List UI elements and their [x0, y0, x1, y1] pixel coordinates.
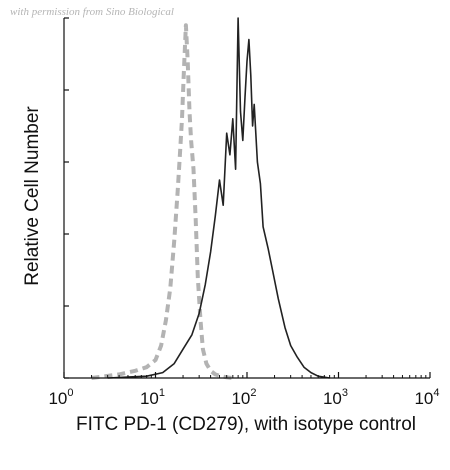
plot-area [91, 17, 330, 380]
watermark-text: with permission from Sino Biological [10, 6, 174, 18]
x-tick-label: 101 [140, 387, 165, 408]
isotype-control-curve [91, 23, 234, 380]
pd1-stained-curve [107, 17, 330, 379]
y-axis [63, 17, 69, 379]
y-axis-label: Relative Cell Number [22, 106, 43, 286]
x-axis: 100 101 102 103 104 [48, 372, 440, 408]
x-tick-label: 100 [48, 387, 73, 408]
x-tick-label: 102 [231, 387, 256, 408]
x-tick-label: 103 [323, 387, 348, 408]
x-tick-label: 104 [414, 387, 439, 408]
x-axis-label: FITC PD-1 (CD279), with isotype control [76, 414, 416, 435]
